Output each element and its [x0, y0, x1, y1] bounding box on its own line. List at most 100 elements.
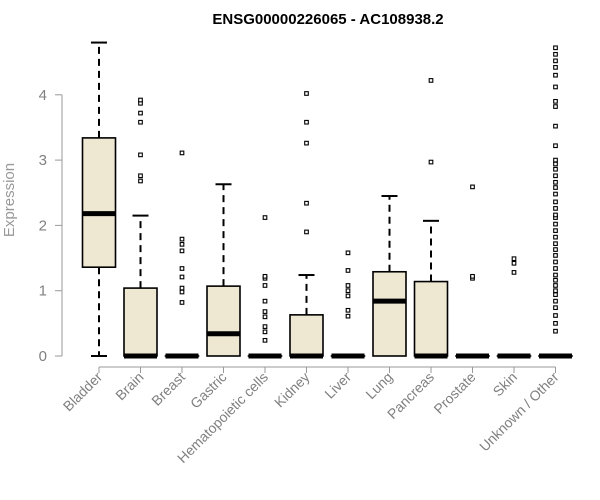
outlier-point: [345, 293, 351, 299]
box-group: [81, 41, 117, 357]
outlier-point: [553, 283, 558, 288]
x-tick-label: Prostate: [430, 369, 478, 417]
outlier-point: [262, 215, 268, 220]
outlier-point: [553, 266, 558, 271]
outlier-point: [553, 247, 558, 252]
x-tick-label: Brain: [112, 369, 146, 403]
box-group: [247, 215, 283, 359]
outlier-point: [553, 292, 558, 297]
outlier-point: [179, 289, 185, 295]
outlier-point: [553, 253, 558, 258]
x-tick-label: Kidney: [271, 369, 313, 411]
outlier-point: [179, 241, 185, 247]
outlier-point: [304, 229, 309, 235]
outlier-point: [345, 313, 351, 319]
outlier-point: [262, 283, 268, 288]
box-iqr: [413, 280, 449, 357]
outlier-point: [345, 288, 351, 294]
outlier-point: [553, 228, 558, 233]
box-group: [123, 97, 158, 359]
outlier-point: [553, 320, 558, 326]
outlier-point: [470, 184, 475, 190]
outlier-point: [470, 273, 475, 279]
outlier-point: [138, 178, 143, 184]
outlier-point: [553, 166, 558, 172]
outlier-point: [179, 300, 185, 305]
outlier-point: [553, 221, 558, 227]
outlier-point: [553, 45, 558, 51]
box-group: [206, 183, 241, 357]
box-iqr: [372, 270, 407, 357]
y-tick-label: 1: [39, 283, 47, 300]
box-group: [164, 150, 200, 359]
outlier-point: [553, 313, 558, 318]
outlier-point: [553, 328, 558, 334]
outlier-point: [262, 314, 268, 320]
box-iqr: [81, 137, 117, 268]
outlier-point: [345, 283, 351, 288]
outlier-point: [428, 78, 434, 83]
outlier-point: [553, 234, 558, 240]
outlier-point: [553, 98, 558, 104]
outlier-point: [179, 150, 185, 156]
outlier-point: [138, 97, 143, 103]
box-group: [496, 256, 532, 359]
box-group: [289, 91, 324, 359]
outlier-point: [553, 206, 558, 211]
outlier-point: [179, 274, 185, 280]
outlier-point: [553, 65, 558, 70]
outlier-point: [138, 119, 143, 125]
box-iqr: [123, 287, 158, 357]
outlier-point: [428, 159, 434, 165]
x-tick-label: Breast: [148, 369, 188, 409]
outlier-point: [262, 309, 268, 314]
outlier-point: [345, 250, 351, 256]
outlier-point: [553, 179, 558, 185]
outlier-point: [138, 173, 143, 179]
outlier-point: [511, 270, 517, 275]
y-axis: 0 1 2 3 4: [39, 87, 63, 365]
outlier-point: [345, 307, 351, 313]
x-tick-label: Lung: [362, 369, 395, 402]
outlier-point: [511, 260, 517, 266]
outlier-point: [553, 288, 558, 294]
x-tick-label: Unknown / Other: [476, 369, 562, 455]
box-iqr: [206, 285, 241, 357]
box-group: [455, 184, 490, 359]
outlier-point: [553, 173, 558, 179]
outlier-point: [262, 329, 268, 335]
outlier-point: [511, 256, 517, 262]
outlier-point: [138, 152, 143, 158]
outlier-point: [553, 51, 558, 57]
outlier-point: [262, 273, 268, 279]
chart-title: ENSG00000226065 - AC108938.2: [212, 11, 443, 28]
y-tick-label: 0: [39, 348, 47, 365]
box-group: [330, 250, 366, 359]
y-tick-label: 4: [39, 87, 47, 104]
outlier-point: [553, 305, 558, 311]
outlier-point: [553, 185, 558, 190]
y-axis-label: Expression: [1, 163, 18, 237]
outlier-point: [179, 248, 185, 254]
outlier-point: [262, 324, 268, 329]
outlier-point: [179, 285, 185, 291]
outlier-point: [553, 199, 558, 205]
outlier-point: [553, 212, 558, 218]
outlier-point: [553, 143, 558, 149]
outlier-point: [179, 266, 185, 271]
outlier-point: [345, 268, 351, 273]
box-series: [81, 41, 573, 359]
outlier-point: [553, 272, 558, 278]
outlier-point: [553, 84, 558, 90]
outlier-point: [553, 157, 558, 163]
outlier-point: [553, 123, 558, 129]
box-group: [538, 45, 573, 359]
box-group: [372, 195, 407, 357]
outlier-point: [304, 140, 309, 146]
outlier-point: [553, 191, 558, 197]
y-tick-label: 2: [39, 217, 47, 234]
outlier-point: [262, 298, 268, 304]
outlier-point: [262, 337, 268, 343]
